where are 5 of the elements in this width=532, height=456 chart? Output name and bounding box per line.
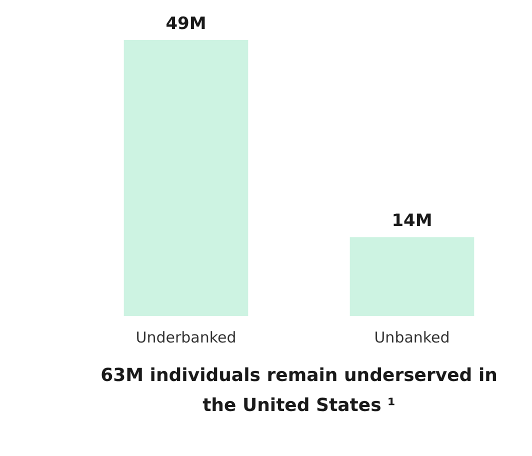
text: 63M individuals remain underserved in the United States ¹ xyxy=(100,365,498,416)
x-tick-label: Unbanked xyxy=(374,328,450,346)
x-tick-label: Underbanked xyxy=(136,328,236,346)
data-label: 49M xyxy=(166,14,206,34)
data-label: 14M xyxy=(392,211,432,232)
